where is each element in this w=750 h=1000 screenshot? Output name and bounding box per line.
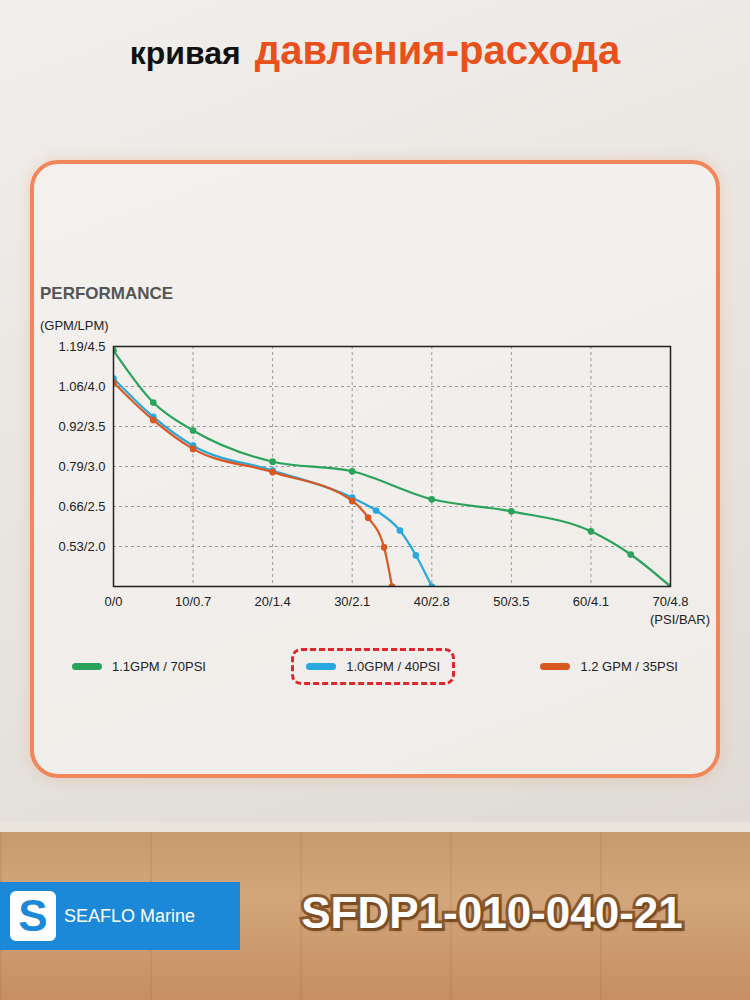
svg-text:50/3.5: 50/3.5 bbox=[493, 594, 529, 609]
html-text:SEAFLO Marine: SEAFLO Marine bbox=[64, 905, 195, 926]
svg-text:0.53/2.0: 0.53/2.0 bbox=[59, 539, 106, 554]
html-text:1.2 GPM / 35PSI: 1.2 GPM / 35PSI bbox=[580, 659, 678, 674]
svg-text:70/4.8: 70/4.8 bbox=[652, 594, 688, 609]
svg-text:1.06/4.0: 1.06/4.0 bbox=[59, 379, 106, 394]
html-text:1.0GPM / 40PSI: 1.0GPM / 40PSI bbox=[346, 659, 441, 674]
html-text:кривая давления-расхода: кривая давления-расхода bbox=[129, 28, 621, 72]
svg-text:0/0: 0/0 bbox=[104, 594, 122, 609]
svg-text:30/2.1: 30/2.1 bbox=[334, 594, 370, 609]
svg-text:40/2.8: 40/2.8 bbox=[414, 594, 450, 609]
html-text:PERFORMANCE: PERFORMANCE bbox=[40, 284, 174, 303]
svg-text:1.19/4.5: 1.19/4.5 bbox=[59, 339, 106, 354]
html-text:(PSI/BAR): (PSI/BAR) bbox=[650, 612, 710, 627]
svg-text:0.79/3.0: 0.79/3.0 bbox=[59, 459, 106, 474]
svg-text:20/1.4: 20/1.4 bbox=[255, 594, 291, 609]
html-text:1.1GPM / 70PSI: 1.1GPM / 70PSI bbox=[112, 659, 206, 674]
svg-text:10/0.7: 10/0.7 bbox=[175, 594, 211, 609]
html-text:SFDP1-010-040-21: SFDP1-010-040-21 bbox=[301, 888, 683, 937]
html-text:(GPM/LPM): (GPM/LPM) bbox=[40, 318, 109, 333]
html-text:S: S bbox=[18, 891, 48, 940]
svg-text:0.66/2.5: 0.66/2.5 bbox=[59, 499, 106, 514]
svg-text:0.92/3.5: 0.92/3.5 bbox=[59, 419, 106, 434]
svg-text:60/4.1: 60/4.1 bbox=[573, 594, 609, 609]
